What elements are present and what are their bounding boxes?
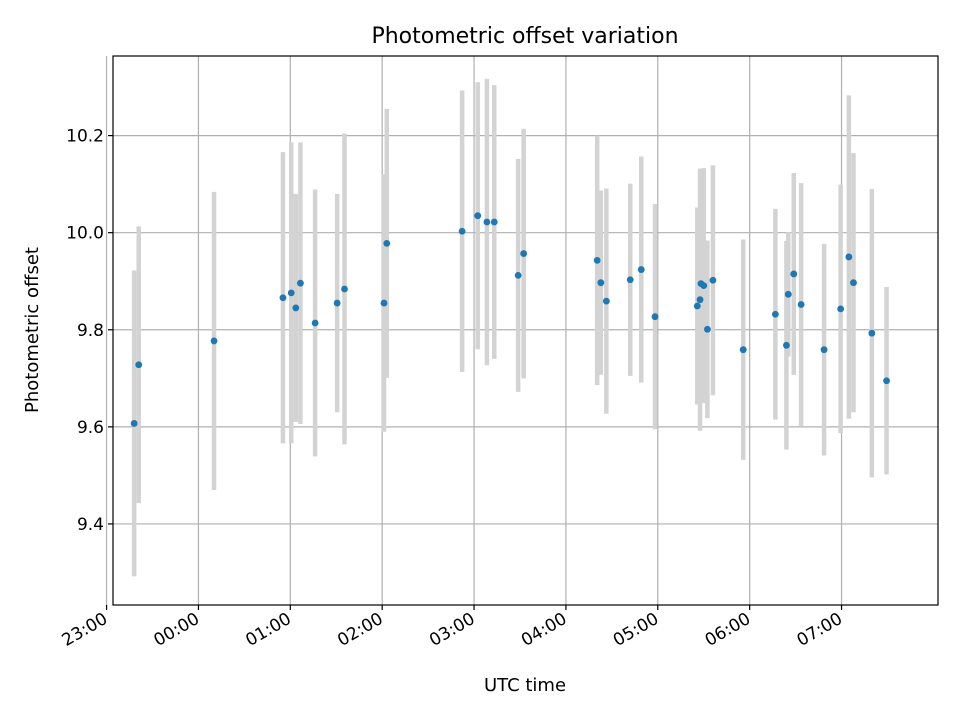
x-axis-label: UTC time — [484, 675, 566, 696]
x-tick-label: 00:00 — [151, 609, 203, 651]
data-point — [883, 377, 890, 385]
data-point — [514, 272, 522, 279]
y-tick-label: 10.2 — [66, 127, 104, 147]
data-point — [474, 212, 482, 220]
x-tick-label: 01:00 — [242, 609, 294, 651]
data-point — [383, 239, 391, 247]
y-tick-label: 9.8 — [77, 321, 104, 341]
data-point — [341, 285, 348, 293]
data-point — [771, 310, 779, 318]
data-point — [130, 420, 138, 427]
x-tick-label: 05:00 — [610, 609, 662, 651]
data-point — [700, 282, 708, 289]
data-point — [287, 289, 295, 297]
data-point — [637, 266, 645, 273]
chart-title: Photometric offset variation — [371, 24, 678, 49]
data-point — [602, 297, 610, 305]
x-tick-label: 07:00 — [794, 609, 846, 651]
data-point — [704, 325, 711, 333]
x-tick-label: 23:00 — [59, 609, 111, 651]
data-point — [845, 253, 853, 261]
data-point — [626, 276, 634, 284]
x-tick-label: 06:00 — [702, 609, 754, 651]
y-tick-label: 9.6 — [77, 418, 104, 438]
data-point — [210, 337, 218, 345]
data-point — [837, 305, 845, 313]
data-point — [696, 296, 704, 304]
data-point — [850, 279, 857, 287]
data-point — [709, 276, 717, 284]
data-point — [279, 294, 287, 302]
y-tick-label: 10.0 — [66, 224, 104, 244]
data-point — [458, 227, 466, 235]
data-point — [783, 341, 790, 349]
data-point — [739, 346, 747, 354]
data-point — [297, 279, 304, 287]
data-point — [490, 218, 498, 226]
data-point — [693, 302, 701, 310]
tick-layer: 23:00 00:00 01:00 02:00 03:00 04:00 05:00 06:00… — [59, 127, 846, 651]
data-point — [790, 270, 798, 278]
data-point — [380, 299, 388, 307]
data-point — [784, 290, 792, 298]
data-point — [651, 313, 659, 321]
data-point — [135, 361, 143, 369]
data-point — [333, 299, 341, 307]
y-axis-label: Photometric offset — [22, 247, 43, 413]
point-layer — [130, 212, 890, 427]
data-point — [292, 304, 300, 312]
x-tick-label: 02:00 — [334, 609, 386, 651]
x-tick-label: 03:00 — [426, 609, 478, 651]
data-point — [597, 279, 605, 287]
data-point — [820, 346, 828, 354]
plot-frame — [112, 55, 939, 606]
errorbar-layer — [131, 78, 889, 577]
data-point — [520, 250, 528, 257]
data-point — [797, 301, 805, 308]
data-point — [311, 319, 319, 327]
data-point — [483, 218, 491, 226]
data-point — [868, 329, 876, 337]
x-tick-label: 04:00 — [518, 609, 570, 651]
y-tick-label: 9.4 — [77, 515, 104, 535]
data-point — [593, 256, 601, 264]
